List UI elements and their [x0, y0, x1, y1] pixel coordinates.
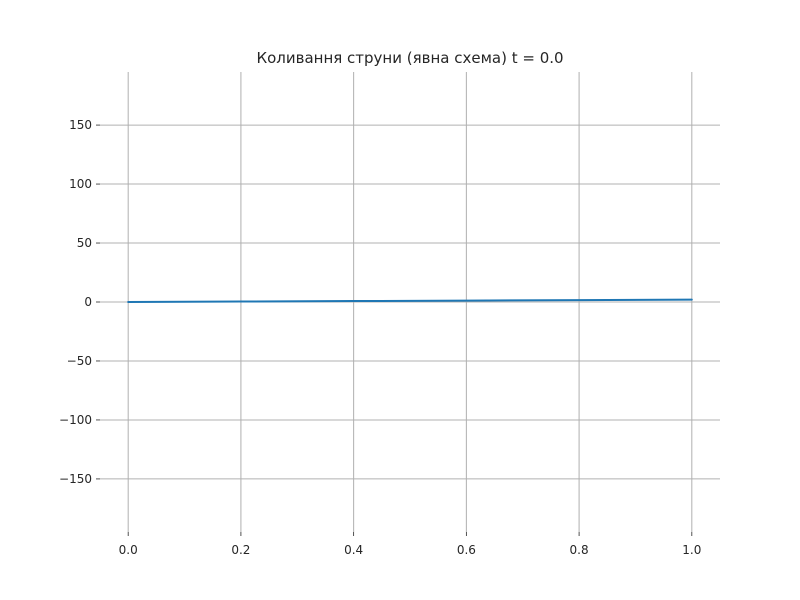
- y-tick-label: 0: [84, 295, 92, 309]
- series-layer: [127, 298, 693, 303]
- x-tick-label: 0.6: [457, 543, 476, 557]
- x-tick-label: 0.8: [570, 543, 589, 557]
- x-tick-label: 0.4: [344, 543, 363, 557]
- x-tick-label: 0.0: [119, 543, 138, 557]
- y-tick-label: 50: [77, 236, 92, 250]
- x-tick-label: 1.0: [682, 543, 701, 557]
- y-tick-label: 150: [69, 118, 92, 132]
- ticks: 0.0 0.2 0.4 0.6 0.8 1.0 150 100 50 0 −50 −100 −150: [59, 118, 701, 557]
- y-tick-label: −50: [67, 354, 92, 368]
- y-tick-label: −150: [59, 472, 92, 486]
- series-line-0: [127, 298, 693, 303]
- y-tick-label: 100: [69, 177, 92, 191]
- y-tick-label: −100: [59, 413, 92, 427]
- plot-area: 0.0 0.2 0.4 0.6 0.8 1.0 150 100 50 0 −50 −100 −150: [59, 72, 720, 557]
- chart-title: Коливання струни (явна схема) t = 0.0: [256, 49, 563, 67]
- grid: [100, 72, 720, 532]
- x-tick-label: 0.2: [231, 543, 250, 557]
